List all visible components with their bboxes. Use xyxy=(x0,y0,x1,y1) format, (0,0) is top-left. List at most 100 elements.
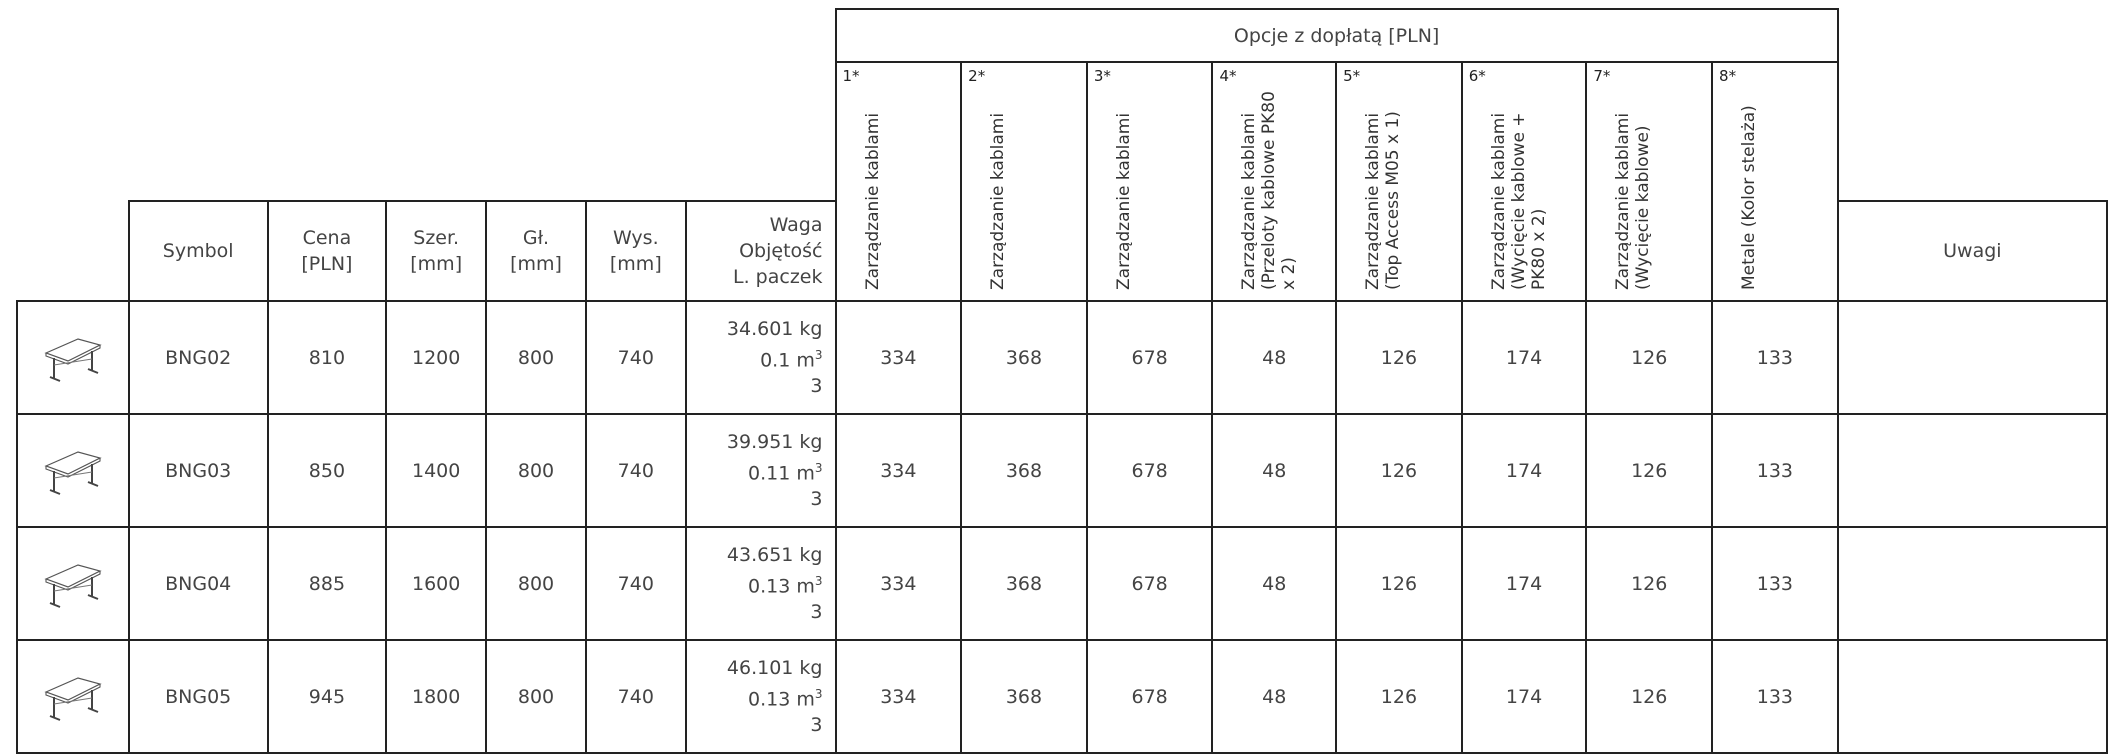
product-weight: 43.651 kg xyxy=(726,543,823,566)
product-height: 740 xyxy=(584,526,687,641)
option-price-2: 368 xyxy=(960,300,1088,415)
price-header-line: Cena xyxy=(302,227,352,249)
product-price: 945 xyxy=(266,639,388,754)
table-desk-icon xyxy=(18,444,128,498)
product-notes xyxy=(1836,639,2108,754)
height-header: Wys. [mm] xyxy=(584,200,687,302)
option-header-6: 6* Zarządzanie kablami (Wycięcie kablowe … xyxy=(1460,61,1588,302)
weight-volume-packages-header: Waga Objętość L. paczek xyxy=(684,200,837,302)
height-header-line: Wys. xyxy=(612,227,659,249)
option-number: 6* xyxy=(1468,67,1486,85)
table-desk-icon xyxy=(18,670,128,724)
option-label: Zarządzanie kablami (Wycięcie kablowe) xyxy=(1613,112,1654,290)
product-price: 885 xyxy=(266,526,388,641)
product-volume: 0.13 m3 xyxy=(687,568,823,599)
options-group-header: Opcje z dopłatą [PLN] xyxy=(834,8,1839,63)
option-label: Zarządzanie kablami xyxy=(988,112,1009,290)
product-symbol: BNG05 xyxy=(127,639,269,754)
volume-value: 0.11 xyxy=(747,462,791,485)
product-notes xyxy=(1836,413,2108,528)
notes-header: Uwagi xyxy=(1836,200,2108,302)
product-thumbnail xyxy=(16,639,130,754)
option-price-7: 126 xyxy=(1585,639,1714,754)
width-header-line: [mm] xyxy=(410,253,463,275)
option-price-6: 174 xyxy=(1460,639,1588,754)
option-label: Zarządzanie kablami (Wycięcie kablowe + … xyxy=(1488,112,1549,290)
product-height: 740 xyxy=(584,413,687,528)
depth-header: Gł. [mm] xyxy=(485,200,587,302)
weight-header-line: Objętość xyxy=(739,240,823,262)
product-symbol: BNG02 xyxy=(127,300,269,415)
option-price-5: 126 xyxy=(1335,413,1463,528)
product-symbol: BNG03 xyxy=(127,413,269,528)
weight-header-line: Waga xyxy=(769,214,823,236)
volume-unit: m xyxy=(796,688,815,711)
product-price: 850 xyxy=(266,413,388,528)
product-price: 810 xyxy=(266,300,388,415)
product-width: 1600 xyxy=(385,526,488,641)
product-packages: 3 xyxy=(810,601,823,624)
product-width: 1800 xyxy=(385,639,488,754)
option-number: 3* xyxy=(1093,67,1111,85)
option-price-4: 48 xyxy=(1211,300,1338,415)
option-price-2: 368 xyxy=(960,526,1088,641)
option-header-8: 8* Metale (Kolor stelaża) xyxy=(1711,61,1839,302)
table-row: BNG02 810 1200 800 740 34.601 kg 0.1 m3 3 334 368… xyxy=(16,300,2108,415)
product-thumbnail xyxy=(16,526,130,641)
option-price-5: 126 xyxy=(1335,300,1463,415)
depth-header-line: [mm] xyxy=(510,253,562,275)
option-price-5: 126 xyxy=(1335,526,1463,641)
option-header-4: 4* Zarządzanie kablami (Przeloty kablowe … xyxy=(1211,61,1338,302)
option-price-8: 133 xyxy=(1711,413,1839,528)
option-price-1: 334 xyxy=(834,639,963,754)
option-label: Zarządzanie kablami (Przeloty kablowe PK… xyxy=(1239,91,1300,290)
product-depth: 800 xyxy=(485,639,587,754)
product-weight-volume: 39.951 kg 0.11 m3 3 xyxy=(684,413,837,528)
option-price-7: 126 xyxy=(1585,526,1714,641)
option-price-3: 678 xyxy=(1085,526,1214,641)
option-price-7: 126 xyxy=(1585,300,1714,415)
product-height: 740 xyxy=(584,300,687,415)
width-header-line: Szer. xyxy=(413,227,460,249)
product-packages: 3 xyxy=(810,714,823,737)
option-price-7: 126 xyxy=(1585,413,1714,528)
product-volume: 0.11 m3 xyxy=(687,455,823,486)
option-header-5: 5* Zarządzanie kablami (Top Access M05 x … xyxy=(1335,61,1463,302)
option-price-5: 126 xyxy=(1335,639,1463,754)
product-depth: 800 xyxy=(485,526,587,641)
product-thumbnail xyxy=(16,413,130,528)
weight-header-line: L. paczek xyxy=(733,266,823,288)
volume-exponent: 3 xyxy=(814,347,823,362)
option-price-1: 334 xyxy=(834,526,963,641)
option-price-3: 678 xyxy=(1085,413,1214,528)
product-weight: 34.601 kg xyxy=(726,317,823,340)
option-number: 1* xyxy=(842,67,860,85)
option-label: Zarządzanie kablami xyxy=(1113,112,1134,290)
product-weight: 46.101 kg xyxy=(726,656,823,679)
option-price-4: 48 xyxy=(1211,526,1338,641)
volume-value: 0.13 xyxy=(747,688,791,711)
option-number: 7* xyxy=(1593,67,1611,85)
option-label: Zarządzanie kablami (Top Access M05 x 1) xyxy=(1363,111,1404,290)
product-height: 740 xyxy=(584,639,687,754)
option-price-3: 678 xyxy=(1085,639,1214,754)
product-volume: 0.1 m3 xyxy=(687,342,823,373)
depth-header-line: Gł. xyxy=(522,227,550,249)
option-price-2: 368 xyxy=(960,413,1088,528)
price-header-line: [PLN] xyxy=(301,253,353,275)
option-header-3: 3* Zarządzanie kablami xyxy=(1085,61,1214,302)
product-weight: 39.951 kg xyxy=(726,430,823,453)
table-desk-icon xyxy=(18,331,128,385)
product-packages: 3 xyxy=(810,375,823,398)
volume-value: 0.13 xyxy=(747,575,791,598)
option-label: Zarządzanie kablami xyxy=(862,112,883,290)
option-price-8: 133 xyxy=(1711,300,1839,415)
symbol-header: Symbol xyxy=(127,200,269,302)
option-number: 8* xyxy=(1719,67,1737,85)
option-price-6: 174 xyxy=(1460,413,1588,528)
volume-exponent: 3 xyxy=(814,460,823,475)
product-notes xyxy=(1836,526,2108,641)
option-price-4: 48 xyxy=(1211,413,1338,528)
width-header: Szer. [mm] xyxy=(385,200,488,302)
